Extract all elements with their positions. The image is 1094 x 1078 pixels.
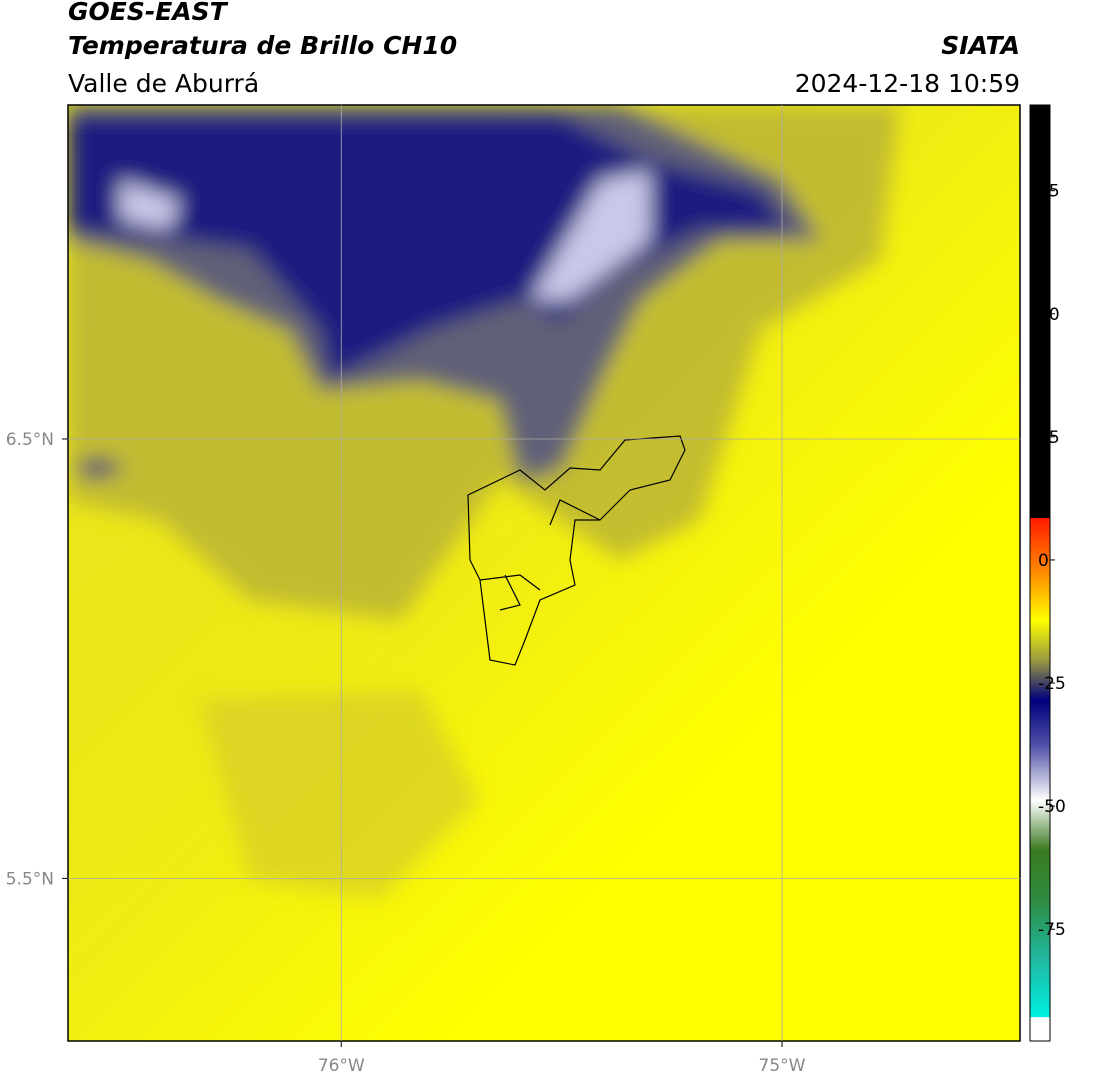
y-tick-label: 5.5°N xyxy=(6,869,54,889)
y-tick-label: 6.5°N xyxy=(6,430,54,450)
cloud-olive xyxy=(200,690,480,900)
colorbar-tick-label: -25 xyxy=(1038,674,1066,694)
title: GOES-EAST xyxy=(68,0,229,26)
map-field xyxy=(68,105,1020,1041)
agency: SIATA xyxy=(941,31,1020,60)
colorbar-tick-label: 25 xyxy=(1038,428,1060,448)
colorbar-tick-label: 50 xyxy=(1038,305,1060,325)
region: Valle de Aburrá xyxy=(68,69,259,98)
x-tick-label: 75°W xyxy=(759,1056,806,1076)
map-frame xyxy=(67,104,1021,1042)
colorbar-tick-label: -50 xyxy=(1038,797,1066,817)
colorbar xyxy=(1029,104,1051,1042)
colorbar-tick-label: 75 xyxy=(1038,182,1060,202)
colorbar-tick-label: -75 xyxy=(1038,920,1066,940)
cloud-navy xyxy=(76,460,120,476)
timestamp: 2024-12-18 10:59 xyxy=(795,69,1020,98)
subtitle: Temperatura de Brillo CH10 xyxy=(68,31,457,60)
x-tick-label: 76°W xyxy=(318,1056,365,1076)
colorbar-tick-label: 0 xyxy=(1038,551,1049,571)
municipal-boundaries xyxy=(467,435,686,666)
cloud-field xyxy=(68,105,900,900)
